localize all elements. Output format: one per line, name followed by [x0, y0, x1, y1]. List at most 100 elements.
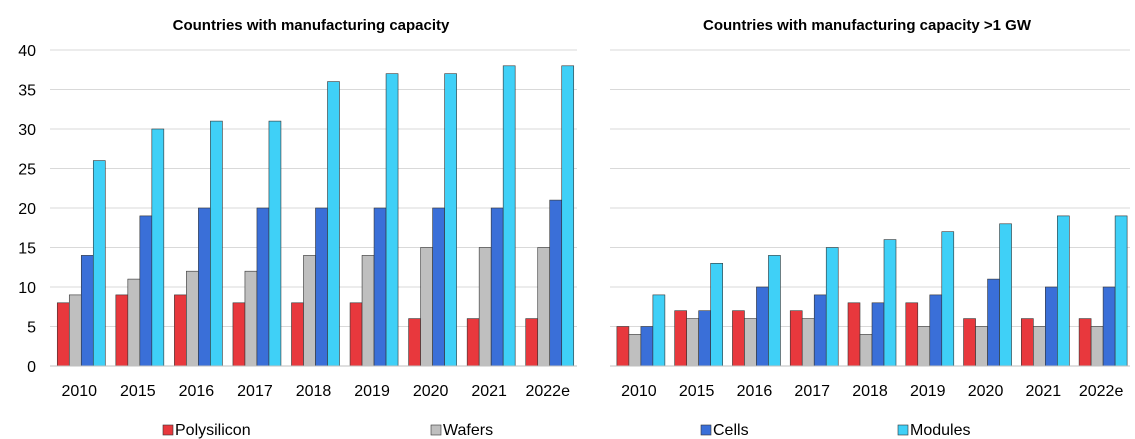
- x-tick-label: 2020: [968, 383, 1004, 400]
- legend-label-cells: Cells: [713, 422, 749, 439]
- x-tick-label: 2015: [120, 383, 156, 400]
- bar-cells: [373, 207, 387, 367]
- bar-cells: [698, 310, 711, 367]
- x-tick-label: 2016: [737, 383, 773, 400]
- legend-swatch-modules: [897, 424, 909, 436]
- bar-modules: [1057, 215, 1070, 367]
- bar-cells: [1045, 286, 1058, 367]
- x-tick-label: 2021: [1026, 383, 1062, 400]
- bar-wafers: [244, 270, 258, 367]
- bar-modules: [268, 120, 282, 367]
- bar-wafers: [859, 334, 873, 367]
- bar-polysilicon: [1078, 318, 1092, 367]
- bar-wafers: [686, 318, 699, 367]
- bar-wafers: [68, 294, 82, 367]
- bar-polysilicon: [1021, 318, 1034, 367]
- bar-polysilicon: [466, 318, 480, 367]
- x-tick-label: 2017: [237, 383, 273, 400]
- bar-modules: [327, 81, 340, 367]
- x-tick-label: 2018: [296, 383, 332, 400]
- bar-polysilicon: [616, 326, 630, 367]
- x-tick-label: 2019: [910, 383, 946, 400]
- y-tick-label: 10: [18, 280, 36, 297]
- bar-polysilicon: [674, 310, 687, 367]
- bar-polysilicon: [963, 318, 976, 367]
- x-tick-label: 2010: [621, 383, 657, 400]
- bar-modules: [210, 120, 223, 367]
- bar-polysilicon: [291, 302, 304, 367]
- bar-polysilicon: [905, 302, 919, 367]
- bar-modules: [502, 65, 516, 367]
- chart-title-right: Countries with manufacturing capacity >1…: [703, 17, 1032, 34]
- bar-wafers: [628, 334, 642, 367]
- y-tick-label: 20: [18, 201, 36, 218]
- y-tick-label: 25: [18, 162, 36, 179]
- x-tick-label: 2015: [679, 383, 715, 400]
- bar-polysilicon: [525, 318, 539, 367]
- y-tick-label: 40: [18, 43, 36, 60]
- bar-polysilicon: [847, 302, 861, 367]
- bar-modules: [883, 239, 897, 367]
- bar-wafers: [186, 270, 199, 367]
- bar-cells: [80, 255, 94, 367]
- bar-wafers: [917, 326, 931, 367]
- bar-modules: [385, 73, 399, 367]
- bar-wafers: [537, 247, 551, 367]
- bar-polysilicon: [732, 310, 745, 367]
- bar-cells: [640, 326, 654, 367]
- bar-polysilicon: [789, 310, 803, 367]
- bar-modules: [825, 247, 839, 367]
- bar-modules: [92, 160, 106, 367]
- bar-wafers: [744, 318, 757, 367]
- bar-wafers: [1090, 326, 1104, 367]
- bar-wafers: [127, 278, 141, 367]
- bar-wafers: [420, 247, 433, 367]
- legend-label-polysilicon: Polysilicon: [175, 422, 251, 439]
- x-tick-label: 2016: [179, 383, 215, 400]
- x-tick-label: 2010: [61, 383, 97, 400]
- chart-panel-left: Countries with manufacturing capacity 0 5…: [18, 17, 577, 400]
- bar-cells: [756, 286, 769, 367]
- bar-modules: [444, 73, 457, 367]
- bar-cells: [929, 294, 943, 367]
- chart-title-left: Countries with manufacturing capacity: [173, 17, 450, 34]
- y-tick-label: 35: [18, 83, 36, 100]
- bar-cells: [139, 215, 153, 367]
- x-tick-label: 2021: [471, 383, 507, 400]
- bar-modules: [710, 262, 723, 367]
- chart-panel-right: Countries with manufacturing capacity >1…: [610, 17, 1130, 400]
- legend-swatch-polysilicon: [162, 424, 174, 436]
- bar-cells: [871, 302, 885, 367]
- bar-wafers: [1033, 326, 1046, 367]
- legend-swatch-cells: [700, 424, 712, 436]
- bar-modules: [999, 223, 1012, 367]
- chart-legend: Polysilicon Wafers Cells Modules: [162, 422, 970, 439]
- bar-cells: [1102, 286, 1116, 367]
- bar-wafers: [361, 255, 375, 367]
- bar-wafers: [975, 326, 988, 367]
- bar-cells: [490, 207, 504, 367]
- bar-cells: [813, 294, 827, 367]
- bar-cells: [198, 207, 211, 367]
- x-tick-label: 2022e: [525, 383, 570, 400]
- bar-polysilicon: [115, 294, 129, 367]
- y-tick-label: 30: [18, 122, 36, 139]
- y-tick-label: 0: [27, 359, 36, 376]
- bar-polysilicon: [349, 302, 363, 367]
- x-tick-label: 2019: [354, 383, 390, 400]
- bar-polysilicon: [174, 294, 187, 367]
- bar-cells: [315, 207, 328, 367]
- y-tick-label: 15: [18, 241, 36, 258]
- bar-modules: [652, 294, 666, 367]
- bar-modules: [1114, 215, 1128, 367]
- bar-polysilicon: [56, 302, 70, 367]
- bar-polysilicon: [408, 318, 421, 367]
- legend-label-modules: Modules: [910, 422, 970, 439]
- x-tick-label: 2017: [794, 383, 830, 400]
- x-tick-label: 2018: [852, 383, 888, 400]
- legend-label-wafers: Wafers: [443, 422, 493, 439]
- bar-wafers: [303, 255, 316, 367]
- bar-cells: [987, 278, 1000, 367]
- bar-modules: [941, 231, 955, 367]
